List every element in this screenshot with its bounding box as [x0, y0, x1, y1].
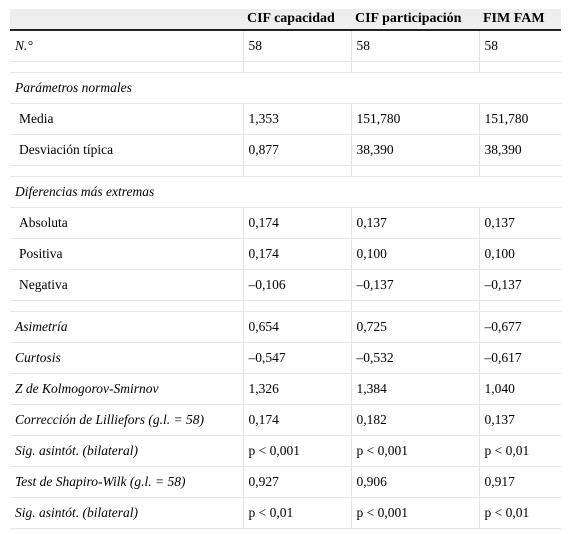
section-label: Diferencias más extremas — [10, 176, 561, 208]
header-cif-participacion: CIF participación — [351, 9, 479, 31]
cell-value: p < 0,01 — [478, 435, 561, 467]
header-cif-capacidad: CIF capacidad — [243, 9, 351, 31]
table-row-curtosis: Curtosis –0,547 –0,532 –0,617 — [10, 342, 561, 374]
cell-value: 0,137 — [350, 207, 479, 239]
table-spacer-row — [10, 165, 561, 177]
row-label: Negativa — [10, 269, 243, 301]
cell-value: 0,877 — [242, 134, 351, 166]
table-row-asimetria: Asimetría 0,654 0,725 –0,677 — [10, 311, 561, 343]
cell-value: 58 — [478, 30, 561, 62]
row-label: Absoluta — [10, 207, 243, 239]
cell-value: p < 0,001 — [350, 497, 479, 529]
cell-value: 0,137 — [478, 207, 561, 239]
cell-value: p < 0,01 — [242, 497, 351, 529]
table-spacer-row — [10, 61, 561, 73]
cell-value: 0,917 — [478, 466, 561, 498]
cell-value: p < 0,001 — [242, 435, 351, 467]
cell-value: 0,100 — [350, 238, 479, 270]
table-row-positiva: Positiva 0,174 0,100 0,100 — [10, 238, 561, 270]
cell-value: 1,384 — [350, 373, 479, 405]
cell-value: –0,617 — [478, 342, 561, 374]
cell-value: 0,137 — [478, 404, 561, 436]
cell-value: 0,174 — [242, 238, 351, 270]
table-row-sig-shapiro: Sig. asintót. (bilateral) p < 0,01 p < 0… — [10, 497, 561, 529]
cell-value: 1,353 — [242, 103, 351, 135]
table-header-row: CIF capacidad CIF participación FIM FAM — [10, 9, 561, 31]
row-label: Curtosis — [10, 342, 243, 374]
cell-value: 0,182 — [350, 404, 479, 436]
row-label: N.° — [10, 30, 243, 62]
section-row-diferencias: Diferencias más extremas — [10, 176, 561, 208]
table-row-absoluta: Absoluta 0,174 0,137 0,137 — [10, 207, 561, 239]
cell-value: 58 — [242, 30, 351, 62]
statistics-table-container: CIF capacidad CIF participación FIM FAM … — [10, 9, 561, 529]
cell-value: –0,106 — [242, 269, 351, 301]
row-label: Sig. asintót. (bilateral) — [10, 497, 243, 529]
table-row-desviacion: Desviación típica 0,877 38,390 38,390 — [10, 134, 561, 166]
header-empty — [10, 9, 243, 31]
cell-value: –0,532 — [350, 342, 479, 374]
table-spacer-row — [10, 300, 561, 312]
table-row-lilliefors: Corrección de Lilliefors (g.l. = 58) 0,1… — [10, 404, 561, 436]
row-label: Asimetría — [10, 311, 243, 343]
cell-value: 1,040 — [478, 373, 561, 405]
row-label: Positiva — [10, 238, 243, 270]
cell-value: p < 0,01 — [478, 497, 561, 529]
cell-value: 0,927 — [242, 466, 351, 498]
table-row-kolmogorov: Z de Kolmogorov-Smirnov 1,326 1,384 1,04… — [10, 373, 561, 405]
cell-value: 0,174 — [242, 207, 351, 239]
cell-value: 0,654 — [242, 311, 351, 343]
cell-value: 151,780 — [478, 103, 561, 135]
row-label: Sig. asintót. (bilateral) — [10, 435, 243, 467]
cell-value: 0,100 — [478, 238, 561, 270]
cell-value: 1,326 — [242, 373, 351, 405]
cell-value: –0,547 — [242, 342, 351, 374]
cell-value: –0,137 — [350, 269, 479, 301]
section-label: Parámetros normales — [10, 72, 561, 104]
normality-statistics-table: CIF capacidad CIF participación FIM FAM … — [10, 9, 561, 529]
row-label: Desviación típica — [10, 134, 243, 166]
row-label: Corrección de Lilliefors (g.l. = 58) — [10, 404, 243, 436]
table-row-media: Media 1,353 151,780 151,780 — [10, 103, 561, 135]
row-label: Test de Shapiro-Wilk (g.l. = 58) — [10, 466, 243, 498]
cell-value: 38,390 — [350, 134, 479, 166]
table-row-n: N.° 58 58 58 — [10, 30, 561, 62]
table-row-shapiro-wilk: Test de Shapiro-Wilk (g.l. = 58) 0,927 0… — [10, 466, 561, 498]
header-fim-fam: FIM FAM — [479, 9, 561, 31]
cell-value: –0,137 — [478, 269, 561, 301]
table-row-sig-lilliefors: Sig. asintót. (bilateral) p < 0,001 p < … — [10, 435, 561, 467]
row-label: Media — [10, 103, 243, 135]
cell-value: 58 — [350, 30, 479, 62]
table-row-negativa: Negativa –0,106 –0,137 –0,137 — [10, 269, 561, 301]
row-label: Z de Kolmogorov-Smirnov — [10, 373, 243, 405]
cell-value: 38,390 — [478, 134, 561, 166]
cell-value: 151,780 — [350, 103, 479, 135]
cell-value: 0,906 — [350, 466, 479, 498]
cell-value: –0,677 — [478, 311, 561, 343]
section-row-parametros: Parámetros normales — [10, 72, 561, 104]
cell-value: 0,725 — [350, 311, 479, 343]
cell-value: p < 0,001 — [350, 435, 479, 467]
cell-value: 0,174 — [242, 404, 351, 436]
